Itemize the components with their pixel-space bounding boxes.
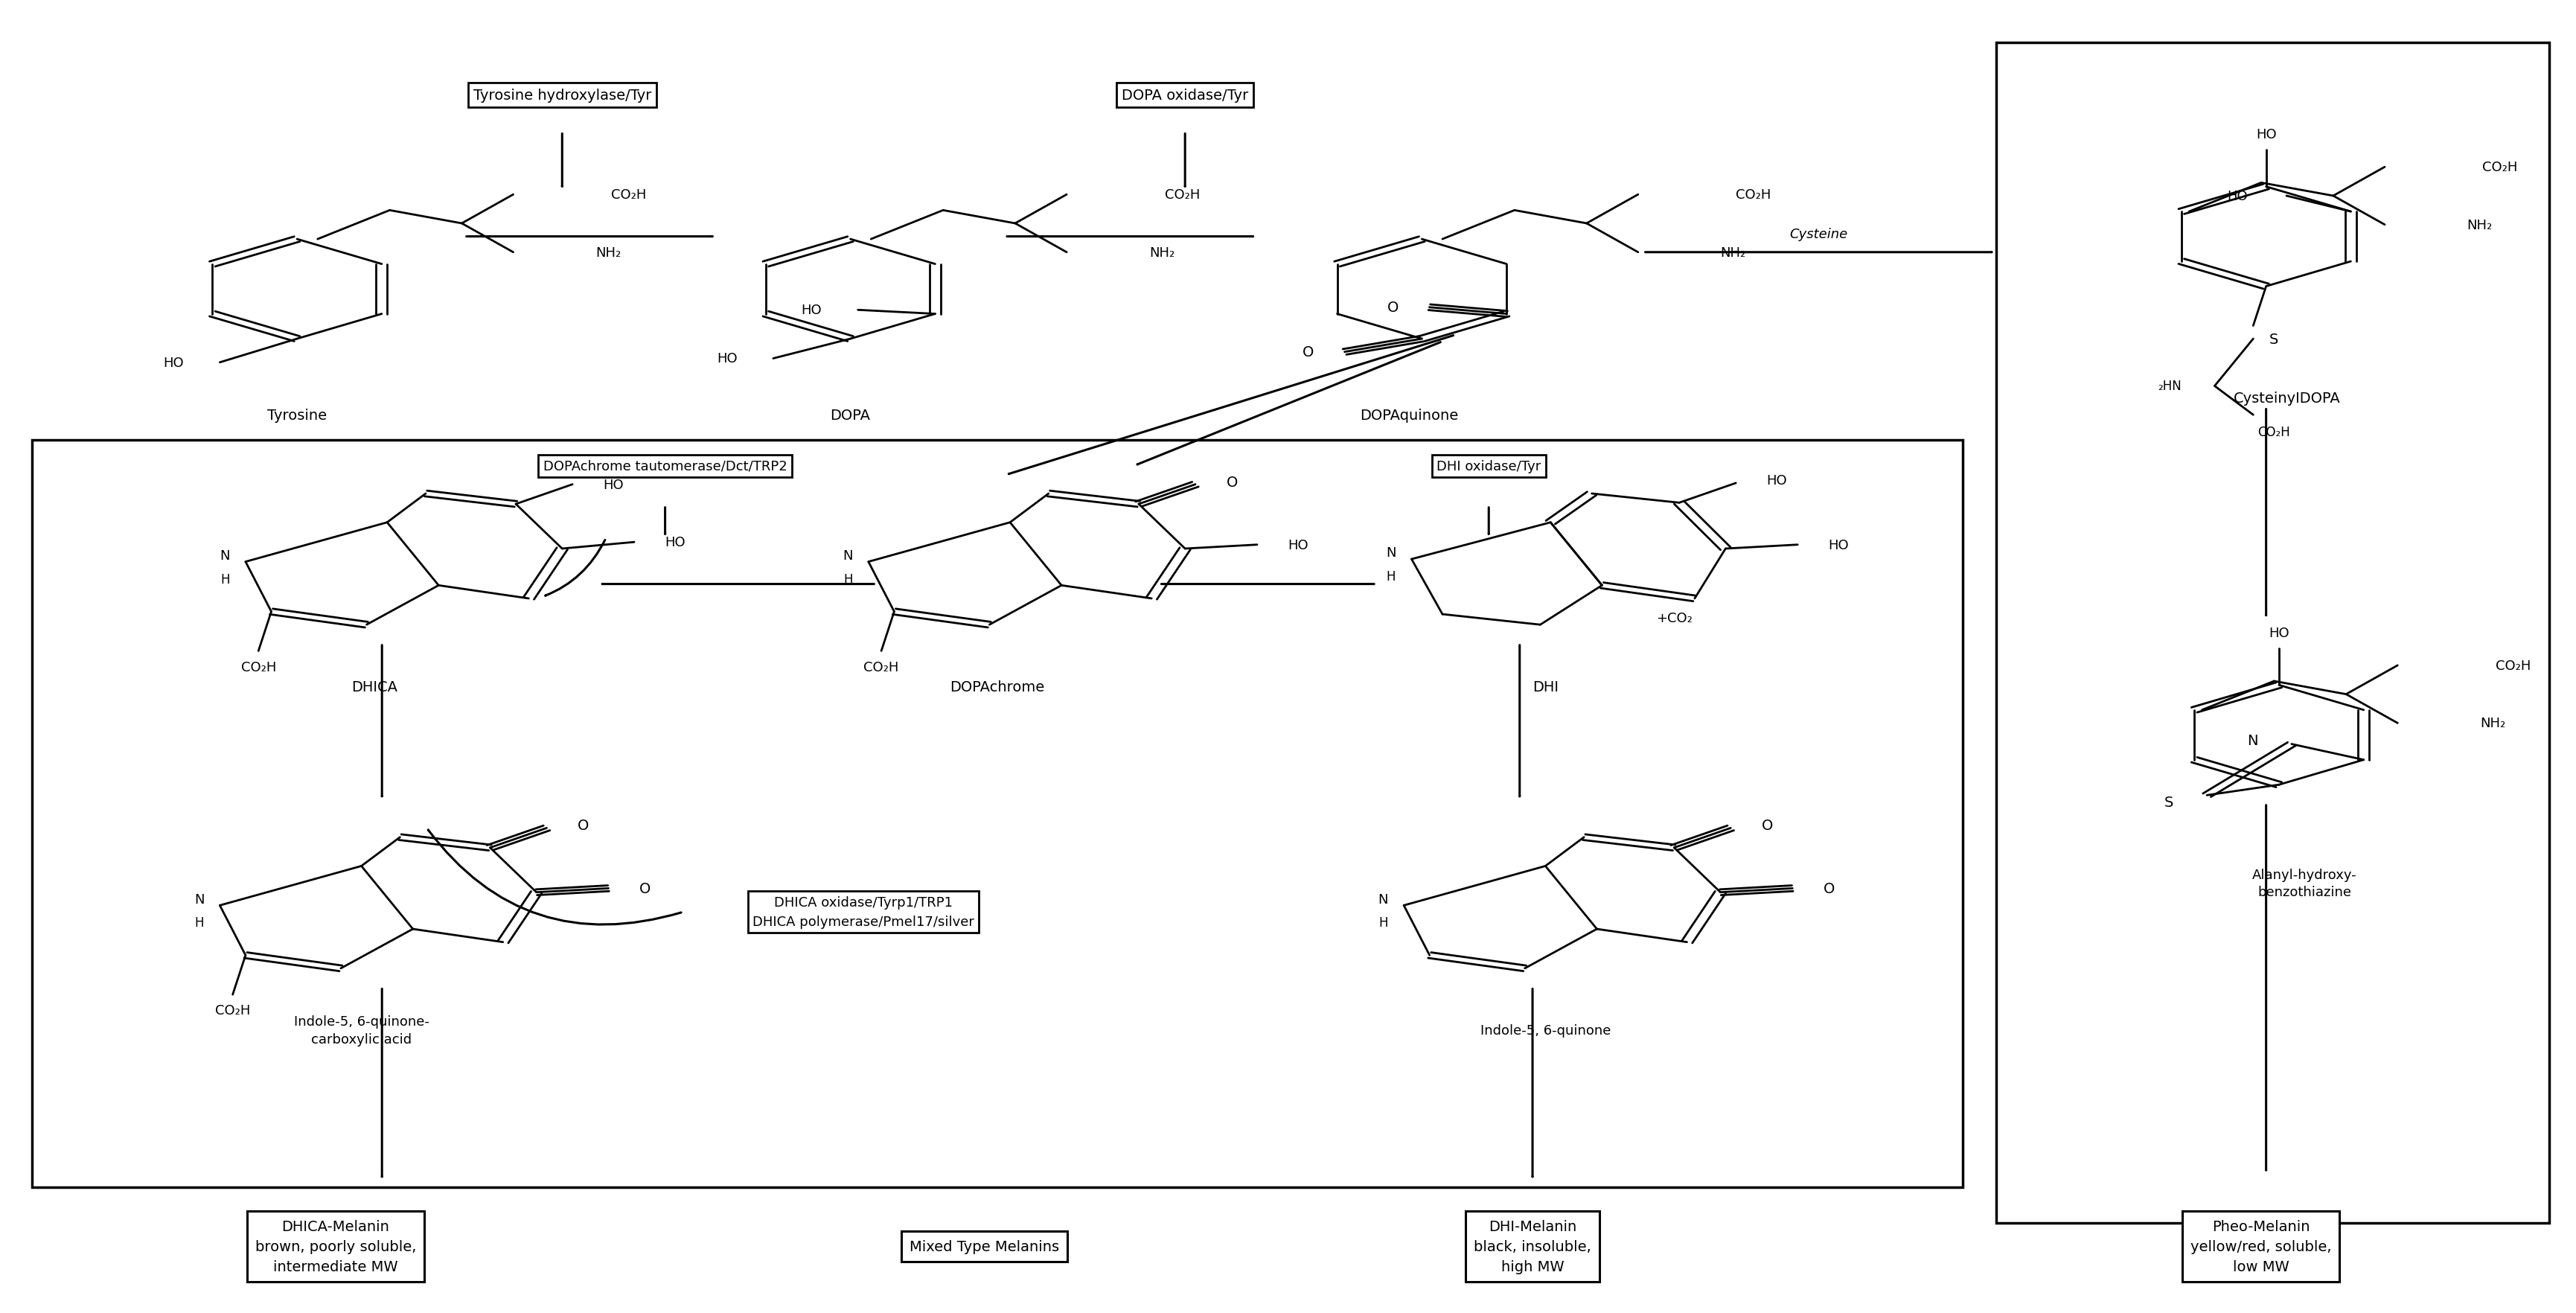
Text: DOPAquinone: DOPAquinone — [1360, 408, 1458, 423]
Text: DOPAchrome tautomerase/Dct/TRP2: DOPAchrome tautomerase/Dct/TRP2 — [544, 460, 788, 473]
Text: DHI oxidase/Tyr: DHI oxidase/Tyr — [1437, 460, 1540, 473]
Text: ₂HN: ₂HN — [2159, 379, 2182, 393]
Text: DHICA-Melanin
brown, poorly soluble,
intermediate MW: DHICA-Melanin brown, poorly soluble, int… — [255, 1218, 417, 1274]
Text: CO₂H: CO₂H — [863, 660, 899, 674]
Text: Alanyl-hydroxy-
benzothiazine: Alanyl-hydroxy- benzothiazine — [2251, 868, 2357, 899]
Text: N: N — [1378, 893, 1388, 906]
Text: S: S — [2164, 794, 2174, 809]
Text: O: O — [1226, 475, 1236, 490]
Text: CO₂H: CO₂H — [611, 188, 647, 202]
Text: Pheo-Melanin
yellow/red, soluble,
low MW: Pheo-Melanin yellow/red, soluble, low MW — [2190, 1218, 2331, 1274]
Text: Indole-5, 6-quinone-
carboxylic acid: Indole-5, 6-quinone- carboxylic acid — [294, 1015, 430, 1045]
Text: HO: HO — [665, 536, 685, 549]
Text: NH₂: NH₂ — [2481, 717, 2506, 730]
Text: N: N — [2246, 734, 2259, 747]
Text: DOPA oxidase/Tyr: DOPA oxidase/Tyr — [1121, 88, 1249, 102]
Text: HO: HO — [2257, 129, 2277, 142]
Text: CO₂H: CO₂H — [240, 660, 276, 674]
Text: O: O — [639, 881, 652, 895]
Text: H: H — [196, 916, 204, 930]
Text: Tyrosine: Tyrosine — [268, 408, 327, 423]
Text: HO: HO — [1288, 538, 1309, 551]
Text: S: S — [2269, 332, 2277, 347]
Text: HO: HO — [716, 352, 737, 365]
Bar — [1996, 43, 2550, 1222]
Text: +CO₂: +CO₂ — [1656, 612, 1692, 625]
Text: CO₂H: CO₂H — [2496, 659, 2530, 672]
Text: Mixed Type Melanins: Mixed Type Melanins — [909, 1239, 1059, 1254]
Text: NH₂: NH₂ — [595, 246, 621, 260]
Text: CO₂H: CO₂H — [2257, 425, 2290, 439]
Text: Cysteine: Cysteine — [1790, 227, 1847, 242]
Text: HO: HO — [162, 356, 183, 369]
Text: DHICA oxidase/Tyrp1/TRP1
DHICA polymerase/Pmel17/silver: DHICA oxidase/Tyrp1/TRP1 DHICA polymeras… — [752, 895, 974, 928]
Text: HO: HO — [603, 478, 623, 491]
Text: CO₂H: CO₂H — [2483, 160, 2517, 175]
Text: O: O — [577, 818, 590, 832]
Text: DHI-Melanin
black, insoluble,
high MW: DHI-Melanin black, insoluble, high MW — [1473, 1218, 1592, 1274]
Text: CO₂H: CO₂H — [214, 1003, 250, 1018]
Text: N: N — [193, 893, 204, 906]
Text: DHICA: DHICA — [350, 680, 397, 693]
Text: O: O — [1386, 301, 1399, 315]
Text: DHI: DHI — [1533, 680, 1558, 693]
Text: HO: HO — [1829, 538, 1850, 551]
Text: HO: HO — [801, 303, 822, 318]
Text: HO: HO — [2228, 189, 2249, 204]
Bar — [31, 440, 1963, 1187]
Text: NH₂: NH₂ — [1149, 246, 1175, 260]
Text: Indole-5, 6-quinone: Indole-5, 6-quinone — [1481, 1023, 1610, 1037]
Text: O: O — [1824, 881, 1834, 895]
Text: DOPAchrome: DOPAchrome — [951, 680, 1043, 693]
Text: H: H — [1386, 570, 1396, 583]
Text: N: N — [842, 549, 853, 562]
Text: N: N — [1386, 546, 1396, 559]
Text: CO₂H: CO₂H — [1164, 188, 1200, 202]
Text: H: H — [842, 572, 853, 586]
Text: HO: HO — [1767, 474, 1788, 487]
Text: N: N — [219, 549, 229, 562]
Text: O: O — [1303, 345, 1314, 360]
Text: NH₂: NH₂ — [1721, 246, 1747, 260]
Text: CO₂H: CO₂H — [1736, 188, 1772, 202]
Text: Tyrosine hydroxylase/Tyr: Tyrosine hydroxylase/Tyr — [474, 88, 652, 102]
Text: DOPA: DOPA — [829, 408, 871, 423]
Text: H: H — [222, 572, 229, 586]
Text: HO: HO — [2269, 626, 2290, 639]
Text: O: O — [1762, 818, 1772, 832]
Text: H: H — [1378, 916, 1388, 930]
Text: NH₂: NH₂ — [2468, 218, 2494, 232]
Text: CysteinyIDOPA: CysteinyIDOPA — [2233, 391, 2339, 406]
